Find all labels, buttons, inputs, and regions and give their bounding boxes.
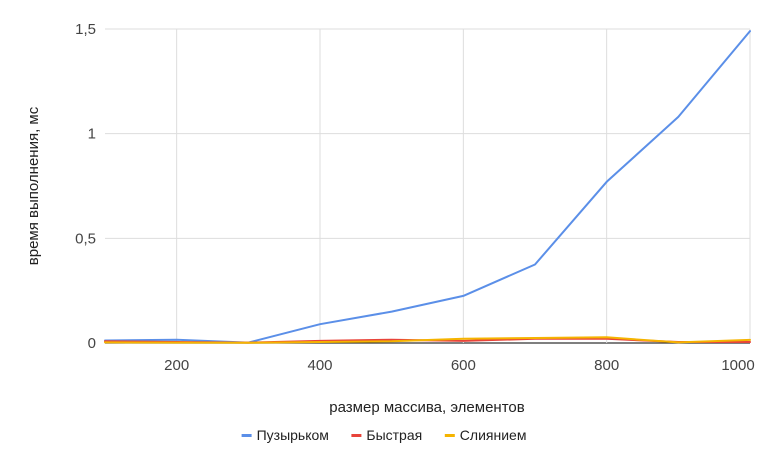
x-tick-label: 600 <box>451 357 476 374</box>
y-tick-label: 0,5 <box>75 230 96 247</box>
x-tick-label: 1000 <box>721 357 754 374</box>
legend-label: Быстрая <box>366 427 422 443</box>
x-tick-label: 200 <box>164 357 189 374</box>
y-tick-label: 0 <box>88 335 96 352</box>
legend-swatch <box>241 434 252 437</box>
legend-item[interactable]: Пузырьком <box>241 427 329 443</box>
y-axis-title: время выполнения, мс <box>25 106 42 265</box>
grid <box>105 28 751 344</box>
legend-label: Пузырьком <box>257 427 329 443</box>
legend-swatch <box>444 434 455 437</box>
legend-item[interactable]: Слиянием <box>444 427 527 443</box>
series-lines <box>104 30 751 344</box>
legend-swatch <box>351 434 362 437</box>
legend-label: Слиянием <box>460 427 527 443</box>
y-tick-label: 1 <box>88 126 96 143</box>
legend-item[interactable]: Быстрая <box>351 427 422 443</box>
y-tick-label: 1,5 <box>75 21 96 38</box>
series-line-3 <box>104 336 751 344</box>
legend[interactable]: Пузырьком Быстрая Слиянием <box>241 427 527 443</box>
series-line-1 <box>104 30 751 344</box>
x-axis-ticks: 200 400 600 800 1000 <box>164 357 755 374</box>
x-tick-label: 800 <box>594 357 619 374</box>
y-axis-ticks: 0 0,5 1 1,5 <box>75 21 96 352</box>
x-axis-title: размер массива, элементов <box>329 399 524 416</box>
x-tick-label: 400 <box>307 357 332 374</box>
